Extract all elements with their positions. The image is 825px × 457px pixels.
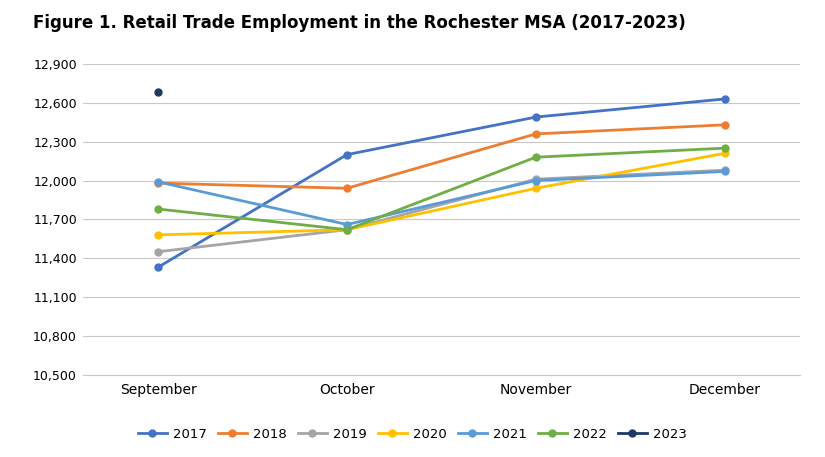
Legend: 2017, 2018, 2019, 2020, 2021, 2022, 2023: 2017, 2018, 2019, 2020, 2021, 2022, 2023 xyxy=(133,422,692,446)
2018 xyxy=(530,131,540,137)
2020 xyxy=(530,186,540,191)
2017 xyxy=(530,114,540,120)
2021 xyxy=(719,169,729,174)
2018 xyxy=(342,186,352,191)
2022 xyxy=(719,145,729,151)
2017 xyxy=(342,152,352,157)
2019 xyxy=(719,167,729,173)
Line: 2019: 2019 xyxy=(154,167,728,255)
2018 xyxy=(719,122,729,128)
Line: 2017: 2017 xyxy=(154,96,728,271)
Line: 2021: 2021 xyxy=(154,168,728,228)
2020 xyxy=(342,227,352,233)
2021 xyxy=(530,178,540,183)
2021 xyxy=(153,179,163,185)
2020 xyxy=(719,150,729,156)
2021 xyxy=(342,222,352,227)
2019 xyxy=(530,176,540,182)
Line: 2018: 2018 xyxy=(154,122,728,192)
2017 xyxy=(153,265,163,270)
2022 xyxy=(153,206,163,212)
2017 xyxy=(719,96,729,101)
2020 xyxy=(153,232,163,238)
Text: Figure 1. Retail Trade Employment in the Rochester MSA (2017-2023): Figure 1. Retail Trade Employment in the… xyxy=(33,14,686,32)
2022 xyxy=(342,227,352,233)
2019 xyxy=(153,249,163,255)
2019 xyxy=(342,227,352,233)
Line: 2020: 2020 xyxy=(154,150,728,239)
Line: 2022: 2022 xyxy=(154,145,728,233)
2022 xyxy=(530,154,540,160)
2018 xyxy=(153,181,163,186)
